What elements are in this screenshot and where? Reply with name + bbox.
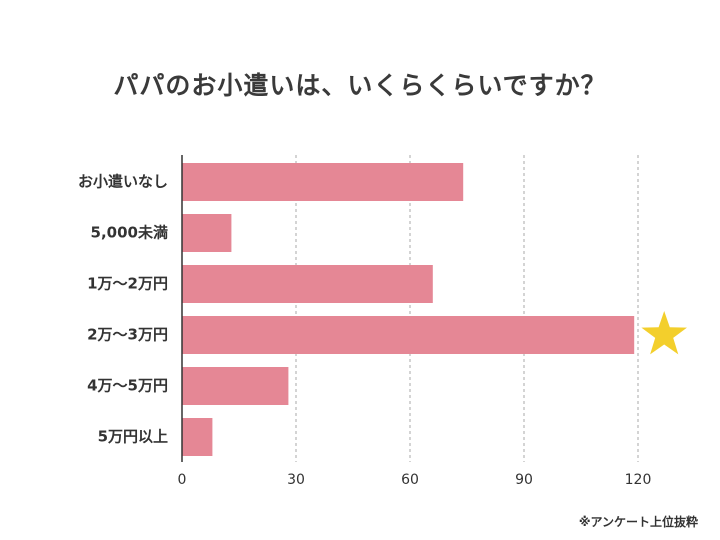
x-tick-label-90: 90 [515,472,533,488]
tick-labels: 0 30 60 90 120 [178,472,652,488]
bar-0 [182,163,464,201]
chart-title: パパのお小遣いは、いくらくらいですか？ [113,71,607,100]
category-label-2: 1万〜2万円 [87,275,168,293]
bar-5 [182,418,213,456]
category-labels: お小遣いなし 5,000未満 1万〜2万円 2万〜3万円 4万〜5万円 5万円以上 [78,173,168,446]
category-label-5: 5万円以上 [98,428,168,446]
bar-4 [182,367,289,405]
category-label-0: お小遣いなし [78,173,168,191]
star-icon [641,311,687,355]
bars [182,163,635,456]
x-tick-label-120: 120 [625,472,652,488]
footnote: ※アンケート上位抜粋 [578,515,698,529]
bar-2 [182,265,433,303]
x-tick-label-0: 0 [178,472,187,488]
highlight-markers [641,311,687,355]
x-tick-label-30: 30 [287,472,305,488]
category-label-4: 4万〜5万円 [87,377,168,395]
category-label-3: 2万〜3万円 [87,326,168,344]
bar-1 [182,214,232,252]
grid-lines [295,155,639,462]
category-label-1: 5,000未満 [91,224,168,242]
bar-3 [182,316,635,354]
x-tick-label-60: 60 [401,472,419,488]
